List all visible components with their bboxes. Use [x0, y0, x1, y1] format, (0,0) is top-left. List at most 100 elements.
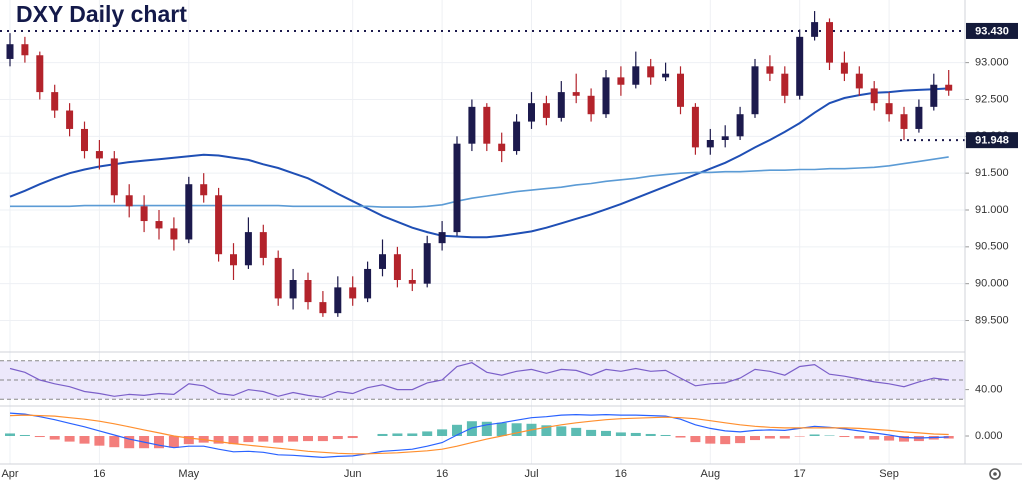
macd-histogram-bar — [586, 429, 597, 436]
macd-histogram-bar — [556, 426, 567, 436]
candle-body — [155, 221, 163, 229]
candle-body — [855, 73, 863, 89]
candle-body — [304, 280, 312, 303]
candle-body — [319, 302, 327, 314]
macd-histogram-bar — [884, 436, 895, 441]
candle-body — [230, 254, 237, 266]
candle-body — [334, 287, 342, 314]
y-tick-label: 40.00 — [975, 384, 1003, 396]
macd-histogram-bar — [630, 432, 641, 436]
candle-body — [662, 73, 670, 78]
x-tick-label: Aug — [701, 468, 721, 480]
level-label-box — [966, 132, 1018, 149]
candle-body — [200, 184, 208, 196]
candle-body — [393, 254, 401, 280]
macd-histogram-bar — [735, 436, 746, 444]
macd-histogram-bar — [660, 434, 671, 436]
macd-histogram-bar — [645, 433, 656, 436]
candle-body — [885, 103, 893, 115]
candle-body — [751, 66, 759, 115]
macd-histogram-bar — [690, 436, 701, 443]
macd-histogram-bar — [899, 436, 909, 442]
y-tick-label: 91.500 — [975, 167, 1009, 179]
macd-histogram-bar — [809, 434, 820, 436]
macd-histogram-bar — [824, 435, 835, 436]
macd-histogram-bar — [168, 436, 179, 448]
macd-histogram-bar — [317, 436, 328, 442]
settings-gear[interactable] — [989, 468, 1001, 480]
macd-histogram-bar — [64, 436, 75, 442]
macd-histogram-bar — [213, 436, 224, 444]
candle-body — [796, 36, 804, 96]
x-tick-label: Sep — [879, 468, 899, 480]
candle-body — [766, 66, 774, 74]
macd-histogram-bar — [332, 436, 343, 440]
candle-body — [6, 44, 14, 59]
candle-body — [95, 151, 103, 159]
macd-histogram-bar — [466, 421, 477, 436]
macd-histogram-bar — [79, 436, 90, 444]
macd-histogram-bar — [273, 436, 284, 443]
candle-body — [81, 128, 88, 152]
macd-histogram-bar — [437, 429, 448, 436]
macd-histogram-bar — [854, 436, 865, 439]
macd-histogram-bar — [109, 436, 120, 448]
candle-body — [811, 22, 819, 37]
indicator-line — [9, 362, 949, 398]
candle-body — [840, 62, 848, 74]
candle-body — [185, 184, 193, 240]
macd-histogram-bar — [452, 424, 462, 436]
settings-icon[interactable] — [989, 468, 1001, 480]
candle-body — [453, 143, 461, 233]
candle-body — [542, 103, 550, 118]
candle-body — [572, 92, 580, 96]
macd-histogram-bar — [496, 422, 507, 436]
candle-body — [110, 158, 118, 196]
chart-title: DXY Daily chart — [16, 1, 187, 27]
macd-histogram-bar — [571, 427, 582, 436]
candle-body — [379, 254, 386, 269]
candle-body — [66, 110, 74, 129]
candle-body — [498, 143, 506, 152]
macd-histogram-bar — [794, 436, 805, 437]
candle-body — [170, 228, 178, 240]
candle-body — [602, 77, 610, 115]
macd-histogram-bar — [154, 436, 164, 449]
y-tick-label: 90.500 — [975, 241, 1009, 253]
candle-body — [528, 103, 535, 122]
candle-body — [468, 106, 476, 144]
y-tick-label: 90.000 — [975, 278, 1009, 290]
macd-histogram-bar — [258, 436, 269, 442]
candle-body — [274, 257, 282, 299]
candle-body — [125, 195, 133, 207]
candle-body — [483, 106, 491, 144]
level-label: 91.948 — [975, 135, 1009, 147]
macd-histogram-bar — [675, 436, 686, 438]
macd-histogram-bar — [779, 436, 790, 439]
x-tick-label: 16 — [615, 468, 627, 480]
y-tick-label: 92.500 — [975, 93, 1009, 105]
candle-body — [706, 140, 714, 148]
macd-histogram-bar — [124, 436, 135, 449]
candle-body — [438, 232, 446, 244]
candle-body — [647, 66, 655, 78]
candle-body — [632, 66, 640, 85]
candle-body — [244, 232, 252, 266]
candle-body — [587, 95, 595, 115]
macd-histogram-bar — [407, 433, 418, 436]
macd-histogram-bar — [422, 431, 433, 436]
macd-histogram-bar — [764, 436, 775, 439]
x-tick-label: Jul — [524, 468, 538, 480]
candle-body — [900, 114, 908, 129]
macd-histogram-bar — [228, 436, 239, 445]
candle-body — [513, 121, 521, 152]
candle-body — [691, 106, 699, 148]
y-tick-label: 89.500 — [975, 314, 1009, 326]
indicator-line — [10, 156, 949, 208]
settings-gear-center[interactable] — [993, 472, 997, 476]
candle-body — [349, 287, 357, 299]
macd-histogram-bar — [720, 436, 731, 445]
candle-body — [408, 280, 416, 284]
macd-histogram-bar — [839, 436, 850, 438]
candle-body — [259, 232, 267, 258]
